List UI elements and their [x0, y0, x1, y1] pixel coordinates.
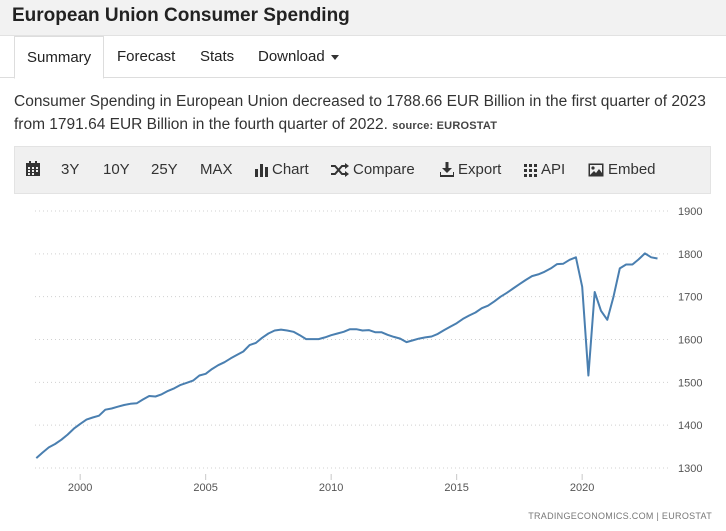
calendar-icon	[26, 161, 40, 176]
image-icon	[588, 163, 604, 177]
export-button[interactable]: Export	[439, 147, 502, 193]
y-tick-label: 1900	[678, 206, 702, 218]
range-25y-button[interactable]: 25Y	[151, 161, 178, 178]
x-tick-label: 2000	[68, 482, 92, 494]
range-max-button[interactable]: MAX	[200, 161, 233, 178]
chart-button-label: Chart	[272, 161, 309, 178]
description-text: Consumer Spending in European Union decr…	[14, 93, 706, 133]
summary-description: Consumer Spending in European Union decr…	[14, 90, 714, 138]
page-title: European Union Consumer Spending	[12, 5, 350, 26]
x-tick-label: 2015	[444, 482, 468, 494]
caret-down-icon	[330, 54, 339, 60]
y-tick-label: 1600	[678, 335, 702, 347]
y-tick-label: 1500	[678, 377, 702, 389]
compare-button[interactable]: Compare	[331, 147, 415, 193]
source-label: source: EUROSTAT	[392, 120, 498, 132]
shuffle-icon	[331, 163, 349, 177]
x-tick-label: 2010	[319, 482, 343, 494]
x-axis: 2000 2005 2010 2015 2020	[68, 474, 594, 494]
y-tick-label: 1700	[678, 292, 702, 304]
bar-chart-icon	[255, 164, 268, 177]
tab-stats[interactable]: Stats	[200, 48, 235, 65]
y-tick-label: 1800	[678, 249, 702, 261]
download-icon	[439, 162, 455, 177]
tab-forecast[interactable]: Forecast	[117, 48, 176, 65]
embed-button[interactable]: Embed	[588, 147, 656, 193]
title-bar: European Union Consumer Spending	[0, 0, 726, 36]
api-button[interactable]: API	[524, 147, 565, 193]
grid-icon	[524, 164, 537, 177]
line-chart: 1300 1400 1500 1600 1700 1800 1900 2000 2005 201…	[35, 206, 712, 521]
range-10y-button[interactable]: 10Y	[103, 161, 130, 178]
chart-button[interactable]: Chart	[255, 147, 309, 193]
tab-download-label: Download	[258, 48, 325, 65]
x-tick-label: 2020	[570, 482, 594, 494]
embed-button-label: Embed	[608, 161, 656, 178]
compare-button-label: Compare	[353, 161, 415, 178]
tab-summary[interactable]: Summary	[14, 36, 105, 79]
chart-toolbar: 3Y 10Y 25Y MAX Chart Compare Export API	[14, 146, 711, 194]
chart-watermark: TRADINGECONOMICS.COM | EUROSTAT	[528, 511, 712, 521]
tab-bar: Summary Forecast Stats Download	[0, 36, 726, 79]
gridlines	[35, 210, 670, 469]
tab-download[interactable]: Download	[258, 36, 339, 78]
api-button-label: API	[541, 161, 566, 178]
y-tick-label: 1400	[678, 420, 702, 432]
y-tick-label: 1300	[678, 463, 702, 475]
range-3y-button[interactable]: 3Y	[61, 161, 80, 178]
x-tick-label: 2005	[193, 482, 217, 494]
calendar-button[interactable]	[25, 147, 45, 193]
consumer-spending-line	[35, 252, 658, 459]
export-button-label: Export	[458, 161, 502, 178]
y-axis: 1300 1400 1500 1600 1700 1800 1900	[678, 206, 702, 475]
